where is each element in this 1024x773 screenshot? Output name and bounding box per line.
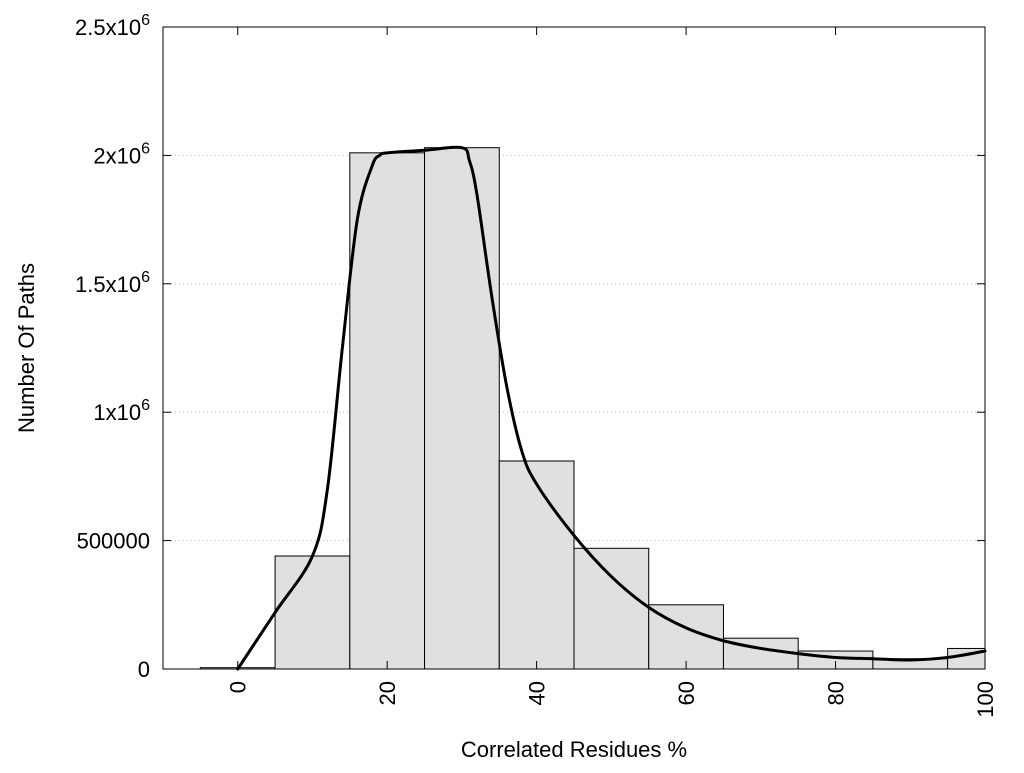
y-tick-label-0: 0 <box>138 657 150 682</box>
y-axis-ticks: 0 500000 1x106 1.5x106 2x106 2.5x106 <box>75 12 985 682</box>
x-tick-label-2: 40 <box>525 681 550 705</box>
x-tick-label-3: 60 <box>674 681 699 705</box>
y-tick-label-5: 2.5x106 <box>75 12 150 40</box>
x-tick-label-1: 20 <box>375 681 400 705</box>
x-tick-label-0: 0 <box>226 681 251 693</box>
bar-50 <box>573 547 650 670</box>
bar-10 <box>274 555 351 670</box>
gridlines <box>163 154 985 542</box>
x-axis-label: Correlated Residues % <box>461 737 687 762</box>
density-curve-line <box>236 145 987 671</box>
y-axis-label: Number Of Paths <box>14 263 39 433</box>
density-curve <box>236 145 987 671</box>
bars <box>199 147 986 670</box>
bar-20 <box>349 152 426 670</box>
bar-30 <box>424 147 500 670</box>
y-tick-label-4: 2x106 <box>93 140 150 168</box>
bar-40 <box>498 460 575 670</box>
y-tick-label-3: 1.5x106 <box>75 269 150 297</box>
x-tick-label-4: 80 <box>824 681 849 705</box>
y-tick-label-1: 500000 <box>77 529 150 554</box>
x-tick-label-5: 100 <box>973 681 998 718</box>
y-tick-label-2: 1x106 <box>93 397 150 425</box>
plot-frame <box>162 26 986 670</box>
x-axis-ticks: 0 20 40 60 80 100 <box>226 27 998 718</box>
